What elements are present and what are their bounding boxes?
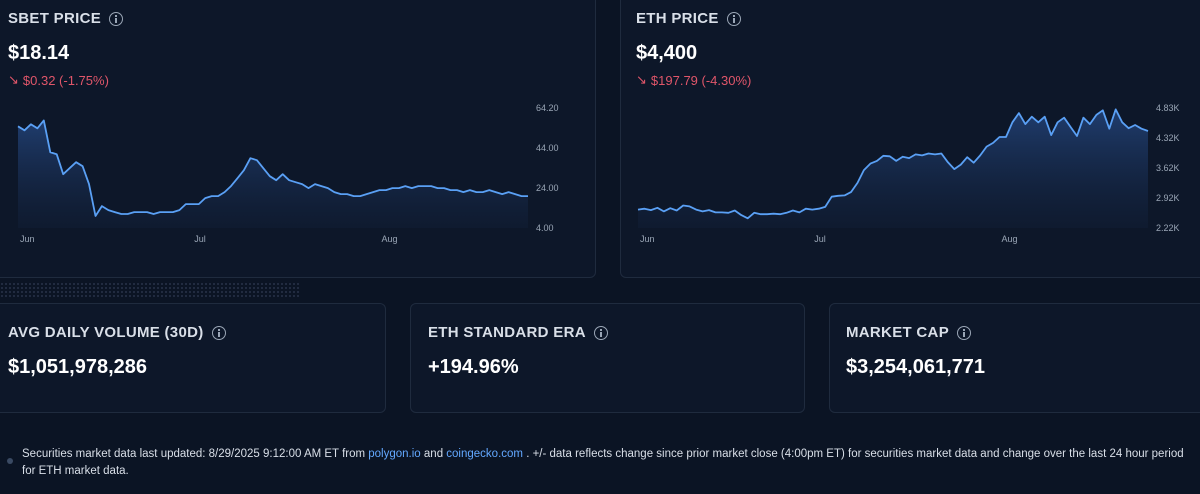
eth-price-change-text: $197.79 (-4.30%) (650, 72, 752, 88)
avg-daily-volume-value: $1,051,978,286 (8, 356, 148, 378)
eth-standard-era-card (410, 303, 805, 413)
eth-x-tick-label: Aug (1002, 234, 1018, 244)
info-icon[interactable] (211, 325, 226, 340)
eth-series-line (637, 108, 1149, 220)
eth-y-tick-label: 2.22K (1156, 223, 1180, 233)
eth-price-change: ↘ $197.79 (-4.30%) (636, 72, 751, 88)
eth-standard-era-title: ETH STANDARD ERA (428, 324, 608, 341)
sbet-price-value: $18.14 (8, 42, 70, 64)
info-icon[interactable] (593, 325, 608, 340)
eth-price-value: $4,400 (636, 42, 698, 64)
sbet-price-title-text: SBET PRICE (8, 10, 102, 27)
market-cap-card (829, 303, 1200, 413)
sbet-area-fill (18, 120, 528, 228)
footer-text-3: . +/- data reflects change since prior m… (22, 448, 1184, 477)
eth-y-tick-label: 4.83K (1156, 103, 1180, 113)
avg-daily-volume-title-text: AVG DAILY VOLUME (30D) (8, 324, 204, 341)
sbet-x-tick-label: Aug (382, 234, 398, 244)
market-cap-value: $3,254,061,771 (846, 356, 986, 378)
sbet-x-tick-label: Jun (20, 234, 35, 244)
market-cap-title-text: MARKET CAP (846, 324, 949, 341)
info-icon[interactable] (726, 11, 741, 26)
sbet-y-tick-label: 64.20 (536, 103, 559, 113)
info-icon[interactable] (109, 11, 124, 26)
decorative-dots (0, 282, 300, 298)
footer-text-2: and (420, 448, 447, 460)
sbet-price-change: ↘ $0.32 (-1.75%) (8, 72, 109, 88)
sbet-y-tick-label: 44.00 (536, 143, 559, 153)
eth-area-fill (638, 109, 1148, 228)
eth-x-tick-label: Jul (814, 234, 826, 244)
eth-y-tick-label: 4.32K (1156, 133, 1180, 143)
avg-daily-volume-card (0, 303, 386, 413)
sbet-price-chart[interactable]: 64.20 44.00 24.00 4.00 Jun Jul Aug (0, 98, 580, 248)
eth-y-tick-label: 3.62K (1156, 163, 1180, 173)
info-icon[interactable] (957, 325, 971, 340)
avg-daily-volume-title: AVG DAILY VOLUME (30D) (8, 324, 226, 341)
eth-price-title: ETH PRICE (636, 10, 741, 27)
eth-price-chart[interactable]: 4.83K 4.32K 3.62K 2.92K 2.22K Jun Jul Aug (620, 98, 1200, 248)
eth-y-tick-label: 2.92K (1156, 193, 1180, 203)
eth-price-title-text: ETH PRICE (636, 10, 719, 27)
sbet-price-card (0, 0, 596, 278)
trend-down-icon: ↘ (636, 72, 647, 87)
eth-standard-era-value: +194.96% (428, 356, 519, 378)
sbet-price-change-text: $0.32 (-1.75%) (22, 72, 109, 88)
trend-down-icon: ↘ (8, 72, 19, 87)
sbet-x-tick-label: Jul (194, 234, 206, 244)
eth-x-tick-label: Jun (640, 234, 655, 244)
coingecko-link[interactable]: coingecko.com (446, 448, 523, 460)
sbet-series-line (17, 119, 528, 217)
polygon-link[interactable]: polygon.io (368, 448, 421, 460)
eth-standard-era-title-text: ETH STANDARD ERA (428, 324, 586, 341)
footer-disclaimer: Securities market data last updated: 8/2… (22, 446, 1192, 480)
sbet-y-tick-label: 4.00 (536, 223, 554, 233)
sbet-y-tick-label: 24.00 (536, 183, 559, 193)
footer-text-1: Securities market data last updated: 8/2… (22, 448, 369, 460)
footer-bullet-icon (7, 458, 13, 464)
market-cap-title: MARKET CAP (846, 324, 971, 341)
sbet-price-title: SBET PRICE (8, 10, 124, 27)
